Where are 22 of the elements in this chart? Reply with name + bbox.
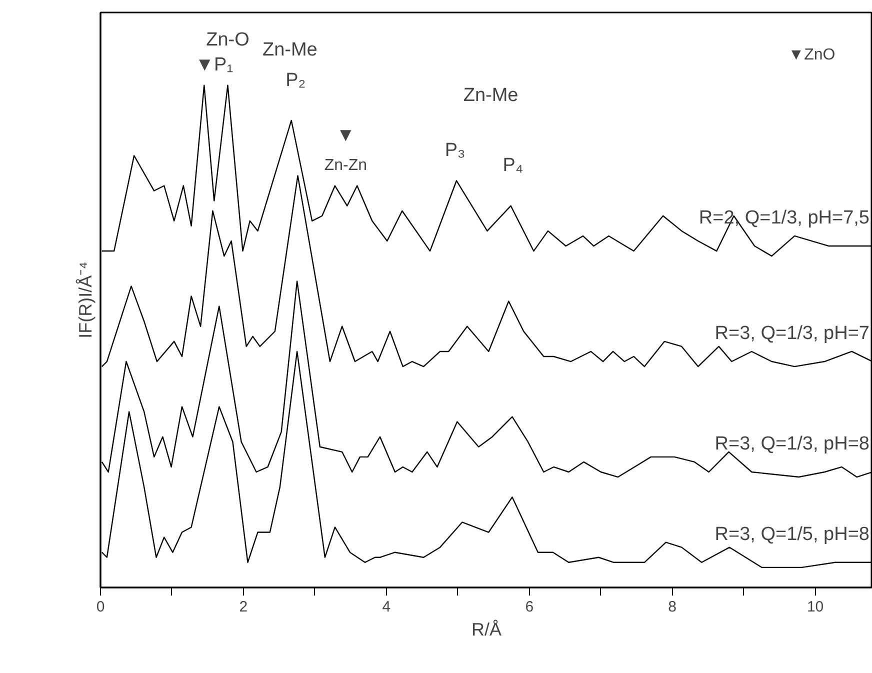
annotation: P₂ (286, 70, 306, 91)
series-label: R=2, Q=1/3, pH=7,5 (698, 207, 870, 228)
annotation: Zn-Zn (324, 157, 368, 174)
x-tick-label: 6 (525, 598, 534, 616)
text: Zn-O (206, 30, 250, 51)
text: Zn-Me (262, 40, 318, 61)
annotation: P₃ (444, 140, 466, 162)
text: ▼ZnO (788, 46, 836, 64)
y-axis-title: IF(R)I/Å⁻⁴ (76, 262, 96, 338)
annotation: P₄ (502, 155, 524, 176)
annotation: Zn-Me (463, 84, 518, 106)
x-tick-label: 0 (96, 598, 105, 616)
series-label: R=3, Q=1/3, pH=8 (714, 433, 870, 454)
x-tick-label: 4 (382, 598, 391, 616)
text: ▼P₁ (195, 54, 234, 76)
series-label: R=3, Q=1/5, pH=8 (714, 524, 870, 545)
x-tick-label: 8 (668, 598, 677, 616)
series-label: R=3, Q=1/3, pH=7 (714, 322, 870, 344)
annotation: ▼ (336, 125, 356, 146)
x-tick-label: 10 (806, 598, 824, 616)
x-tick-label: 2 (239, 598, 248, 616)
x-axis-title: R/Å (471, 620, 502, 640)
